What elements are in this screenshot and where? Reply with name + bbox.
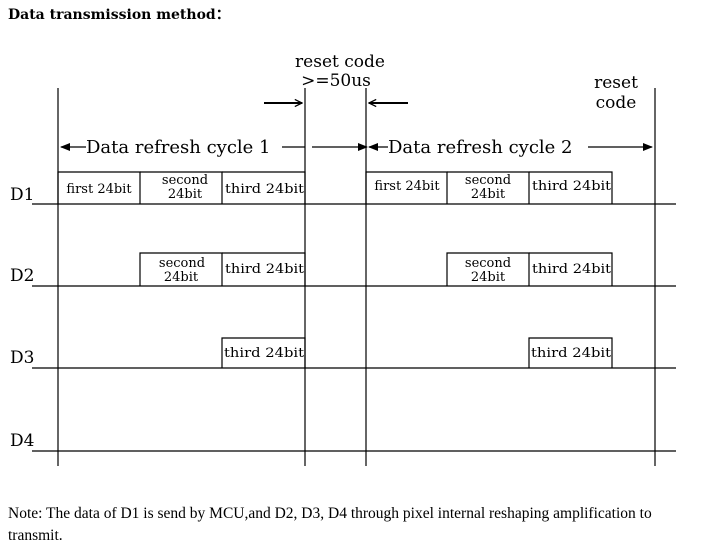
line-label-d1: D1 (10, 185, 34, 205)
reset-code-2-line1: reset (594, 73, 638, 93)
d2-block-third-2: third 24bit (532, 262, 612, 277)
d1-block-first-2: first 24bit (374, 179, 440, 194)
reset-code-1-line2: >=50us (301, 71, 371, 91)
d1-block-third-2: third 24bit (532, 179, 612, 194)
d2-frame-2 (446, 252, 613, 286)
footnote: Note: The data of D1 is send by MCU,and … (8, 505, 652, 544)
d1-block-second-2-l1: second (465, 173, 511, 188)
d2-block-second-l2: 24bit (164, 270, 199, 285)
cycle-1-label: Data refresh cycle 1 (86, 137, 271, 158)
d2-block-second-2-l1: second (465, 256, 511, 271)
d1-frame-1 (57, 171, 306, 204)
d2-block-third: third 24bit (225, 262, 305, 277)
d3-block-third: third 24bit (224, 346, 305, 361)
d1-block-second-l2: 24bit (168, 187, 203, 202)
d1-block-second-l1: second (162, 173, 208, 188)
line-label-d2: D2 (10, 266, 34, 286)
d1-block-second-2-l2: 24bit (471, 187, 506, 202)
d3-block-third-2: third 24bit (531, 346, 612, 361)
d1-block-first: first 24bit (66, 182, 132, 197)
reset-code-2-line2: code (596, 93, 637, 113)
d1-block-third: third 24bit (225, 182, 305, 197)
line-label-d4: D4 (10, 431, 34, 451)
d2-block-second-2-l2: 24bit (471, 270, 506, 285)
page-title: Data transmission method： (8, 7, 230, 23)
reset-code-1-line1: reset code (295, 52, 385, 72)
d1-frame-2 (365, 171, 613, 204)
line-label-d3: D3 (10, 348, 34, 368)
d2-frame-1 (139, 252, 306, 286)
d2-block-second-l1: second (159, 256, 205, 271)
cycle-2-label: Data refresh cycle 2 (388, 137, 573, 158)
d3-frame-1 (221, 337, 306, 368)
d3-frame-2 (528, 337, 613, 368)
